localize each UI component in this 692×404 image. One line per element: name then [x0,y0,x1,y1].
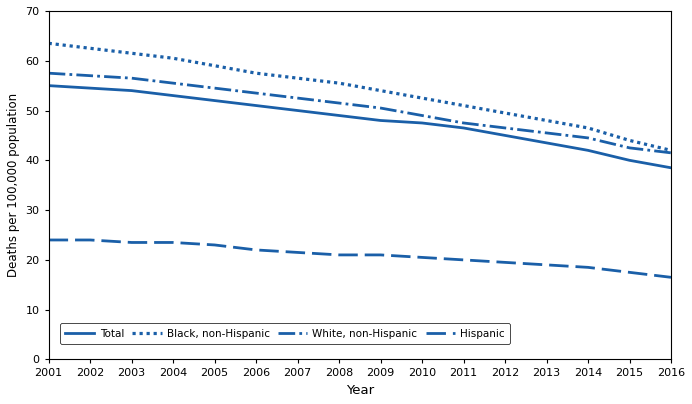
Black, non-Hispanic [626,138,634,143]
Total [293,108,302,113]
White, non-Hispanic [210,86,219,90]
Total [335,113,343,118]
Hispanic [293,250,302,255]
Hispanic [584,265,592,270]
Black, non-Hispanic [376,88,385,93]
White, non-Hispanic [293,96,302,101]
Black, non-Hispanic [501,111,509,116]
White, non-Hispanic [501,126,509,130]
White, non-Hispanic [252,90,260,95]
White, non-Hispanic [44,71,53,76]
Black, non-Hispanic [127,51,136,56]
Black, non-Hispanic [86,46,94,51]
Hispanic [252,248,260,252]
White, non-Hispanic [86,73,94,78]
Black, non-Hispanic [418,96,426,101]
Total [543,141,551,145]
Black, non-Hispanic [44,41,53,46]
Total [667,165,675,170]
White, non-Hispanic [335,101,343,105]
Black, non-Hispanic [293,76,302,80]
Total [459,126,468,130]
Black, non-Hispanic [335,81,343,86]
Hispanic [501,260,509,265]
Black, non-Hispanic [584,126,592,130]
Hispanic [667,275,675,280]
White, non-Hispanic [459,120,468,125]
Hispanic [210,242,219,247]
Total [86,86,94,90]
White, non-Hispanic [169,81,177,86]
Black, non-Hispanic [169,56,177,61]
White, non-Hispanic [543,130,551,135]
Total [210,98,219,103]
White, non-Hispanic [626,145,634,150]
Total [169,93,177,98]
White, non-Hispanic [418,113,426,118]
Hispanic [335,252,343,257]
Line: Total: Total [48,86,671,168]
Black, non-Hispanic [459,103,468,108]
Black, non-Hispanic [543,118,551,123]
Hispanic [376,252,385,257]
X-axis label: Year: Year [346,384,374,397]
Total [376,118,385,123]
Hispanic [44,238,53,242]
Hispanic [169,240,177,245]
Total [501,133,509,138]
Hispanic [127,240,136,245]
Hispanic [626,270,634,275]
Legend: Total, Black, non-Hispanic, White, non-Hispanic, Hispanic: Total, Black, non-Hispanic, White, non-H… [60,323,510,344]
Hispanic [86,238,94,242]
Y-axis label: Deaths per 100,000 population: Deaths per 100,000 population [7,93,20,277]
White, non-Hispanic [376,105,385,110]
Line: White, non-Hispanic: White, non-Hispanic [48,73,671,153]
Hispanic [459,257,468,262]
Total [252,103,260,108]
Black, non-Hispanic [667,148,675,153]
Black, non-Hispanic [210,63,219,68]
White, non-Hispanic [584,135,592,140]
Total [626,158,634,163]
Total [44,83,53,88]
Black, non-Hispanic [252,71,260,76]
Line: Hispanic: Hispanic [48,240,671,277]
Line: Black, non-Hispanic: Black, non-Hispanic [48,43,671,150]
Total [127,88,136,93]
Total [584,148,592,153]
Hispanic [543,263,551,267]
White, non-Hispanic [127,76,136,80]
Total [418,120,426,125]
White, non-Hispanic [667,150,675,155]
Hispanic [418,255,426,260]
